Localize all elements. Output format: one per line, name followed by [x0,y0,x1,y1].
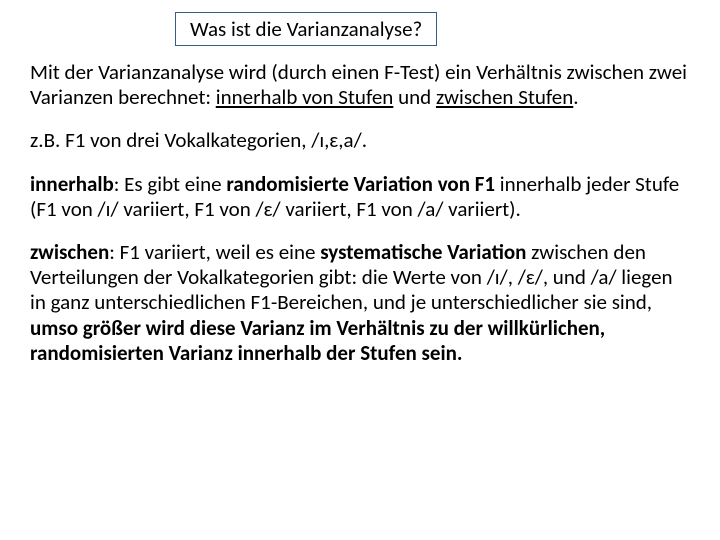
paragraph-zwischen: zwischen: F1 variiert, weil es eine syst… [30,240,690,366]
title-text: Was ist die Varianzanalyse? [190,16,422,42]
paragraph-definition: Mit der Varianzanalyse wird (durch einen… [30,60,690,110]
underline-innerhalb: innerhalb von Stufen [216,84,394,110]
bold-zwischen: zwischen [30,239,109,265]
text: z.B. F1 von drei Vokalkategorien, /ɪ,ɛ,a… [30,127,367,153]
text: . [573,84,578,110]
text: : Es gibt eine [114,171,227,197]
bold-innerhalb: innerhalb [30,171,114,197]
paragraph-innerhalb: innerhalb: Es gibt eine randomisierte Va… [30,172,690,222]
title-box: Was ist die Varianzanalyse? [175,12,437,46]
bold-conclusion: umso größer wird diese Varianz im Verhäl… [30,315,605,366]
underline-zwischen: zwischen Stufen [436,84,573,110]
paragraph-example: z.B. F1 von drei Vokalkategorien, /ɪ,ɛ,a… [30,128,690,153]
text: : F1 variiert, weil es eine [109,239,320,265]
bold-randomisierte: randomisierte [226,171,349,197]
text: und [393,84,436,110]
bold-systematische: systematische Variation [320,239,526,265]
bold-variation-f1: Variation von F1 [354,171,495,197]
